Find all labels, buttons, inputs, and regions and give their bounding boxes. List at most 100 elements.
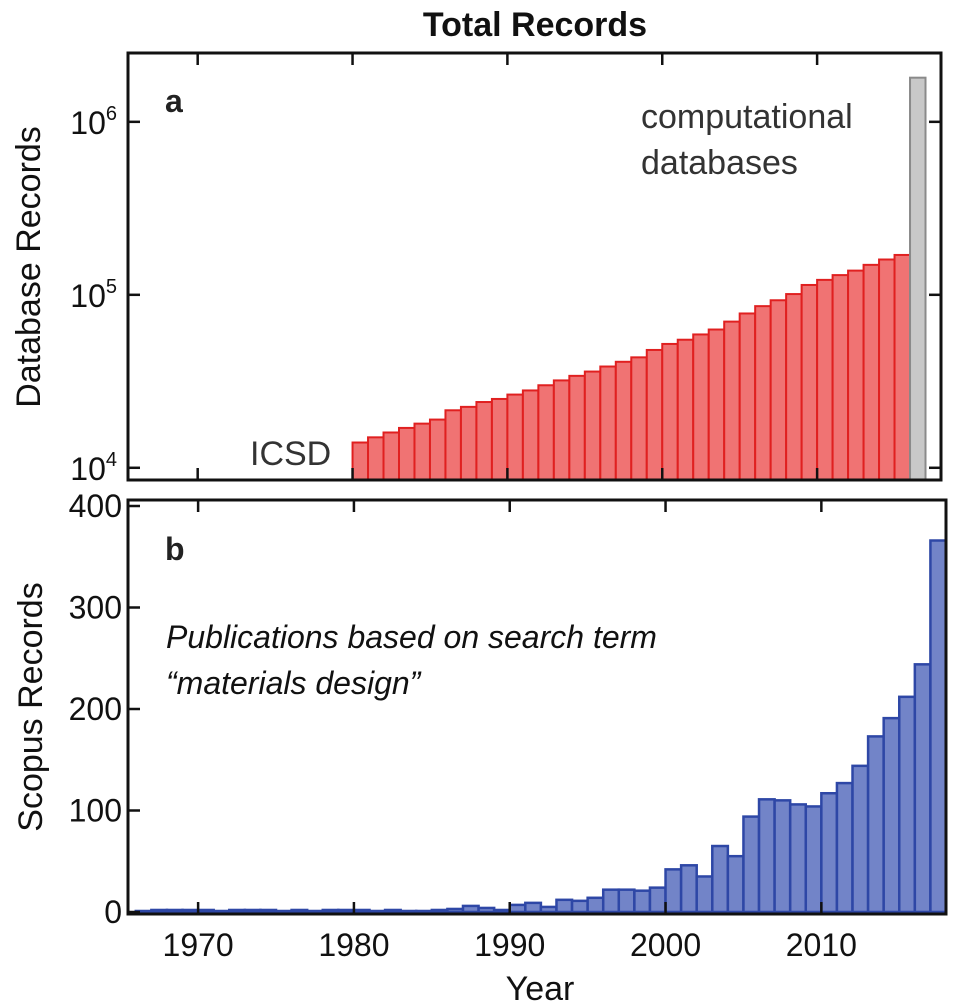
panel-b-xtick-label: 2010 — [786, 927, 857, 963]
scopus-bar — [866, 735, 885, 914]
computational-label-line1: computational — [641, 98, 853, 136]
scopus-bar — [664, 868, 683, 914]
icsd-bar — [769, 299, 788, 481]
icsd-bar — [599, 365, 617, 482]
scopus-bar — [290, 908, 309, 914]
icsd-bar — [676, 338, 695, 481]
icsd-bar — [351, 441, 370, 481]
icsd-bar — [692, 333, 710, 481]
scopus-bar — [508, 903, 527, 914]
icsd-bar — [630, 356, 648, 481]
panel-a-ytick-label: 106 — [70, 103, 117, 141]
panel-b-ytick-label: 0 — [104, 894, 122, 930]
icsd-bar — [707, 328, 726, 481]
panel-b-frame — [126, 498, 948, 916]
panel-b-ticks — [128, 500, 823, 914]
scopus-bar — [461, 904, 480, 914]
icsd-bar — [521, 389, 540, 482]
scopus-caption-line2: “materials design” — [166, 665, 422, 701]
panel-a-ytick-labels: 104 105 106 — [70, 103, 117, 487]
scopus-bar — [648, 886, 667, 914]
icsd-bar — [645, 348, 664, 481]
icsd-bar — [428, 418, 447, 481]
scopus-bar — [570, 899, 589, 914]
scopus-bar — [274, 909, 293, 914]
icsd-bar — [831, 274, 850, 482]
panel-b-xlabel: Year — [506, 970, 575, 1006]
scopus-bar — [757, 798, 776, 914]
panel-b-letter: b — [165, 531, 185, 567]
icsd-bar — [723, 320, 741, 481]
icsd-bar — [878, 258, 896, 481]
icsd-bar — [754, 305, 772, 481]
icsd-bar — [568, 374, 586, 482]
scopus-bar — [539, 905, 558, 914]
scopus-bar — [399, 909, 418, 914]
panel-b-xtick-label: 2000 — [630, 927, 701, 963]
panel-b: 0 100 200 300 400 1970 1980 1990 2000 2010 Scopu… — [12, 488, 948, 1006]
scopus-bar — [477, 906, 496, 914]
scopus-bar — [524, 901, 543, 914]
icsd-bar — [552, 379, 571, 482]
icsd-bar — [398, 426, 416, 481]
icsd-bar — [506, 393, 524, 481]
panel-a-letter: a — [165, 83, 183, 119]
scopus-bar — [711, 844, 730, 914]
panel-b-bars — [134, 539, 948, 914]
icsd-bar — [490, 397, 509, 481]
panel-b-ytick-label: 100 — [69, 793, 122, 829]
icsd-label: ICSD — [250, 435, 331, 473]
scopus-bar — [337, 908, 356, 914]
icsd-bar — [367, 436, 385, 481]
panel-a-frame — [126, 51, 943, 482]
icsd-bar — [583, 370, 602, 482]
scopus-bar — [788, 803, 808, 914]
panel-a-ytick-label: 105 — [70, 276, 117, 314]
scopus-bar — [181, 908, 200, 914]
scopus-bar — [851, 764, 870, 914]
scopus-bar — [212, 909, 231, 914]
icsd-bar — [382, 431, 400, 482]
icsd-bar — [847, 269, 865, 481]
scopus-bar — [820, 791, 839, 914]
panel-b-ytick-label: 300 — [69, 590, 122, 626]
icsd-bar — [537, 384, 555, 482]
panel-a-ylabel: Database Records — [10, 126, 48, 408]
figure-title: Total Records — [423, 6, 647, 44]
scopus-bar — [555, 898, 574, 914]
panel-a: 104 105 106 Database Records a ICSD comput… — [10, 51, 943, 487]
computational-label-line2: databases — [641, 144, 798, 182]
scopus-bar — [586, 896, 605, 914]
scopus-bar — [601, 888, 621, 914]
scopus-bar — [913, 663, 932, 914]
icsd-bar — [816, 278, 834, 481]
scopus-bar — [742, 815, 761, 914]
icsd-bar — [459, 405, 478, 482]
scopus-bar — [352, 908, 371, 914]
scopus-bar — [882, 716, 901, 914]
scopus-bar — [773, 799, 792, 914]
scopus-bar — [492, 908, 511, 914]
scopus-bar — [679, 864, 698, 914]
scopus-bar — [321, 908, 340, 914]
panel-b-xtick-labels: 1970 1980 1990 2000 2010 — [163, 927, 857, 963]
panel-b-ytick-label: 200 — [69, 691, 122, 727]
scopus-bar — [835, 781, 854, 914]
panel-b-ylabel: Scopus Records — [12, 582, 50, 831]
panel-a-bars — [351, 76, 927, 482]
panel-b-xtick-label: 1980 — [318, 927, 389, 963]
scopus-bar — [804, 805, 823, 914]
scopus-bar — [368, 909, 387, 914]
panel-a-ticks — [128, 53, 941, 480]
icsd-bar — [661, 342, 679, 481]
scopus-bar — [196, 908, 215, 914]
panel-b-xtick-label: 1990 — [474, 927, 545, 963]
scopus-bar — [898, 695, 917, 914]
icsd-bar — [444, 409, 462, 482]
panel-a-ytick-label: 104 — [70, 449, 117, 487]
icsd-bar — [785, 293, 803, 481]
icsd-bar — [614, 360, 633, 481]
icsd-bar — [738, 312, 757, 481]
icsd-bar — [475, 401, 493, 482]
